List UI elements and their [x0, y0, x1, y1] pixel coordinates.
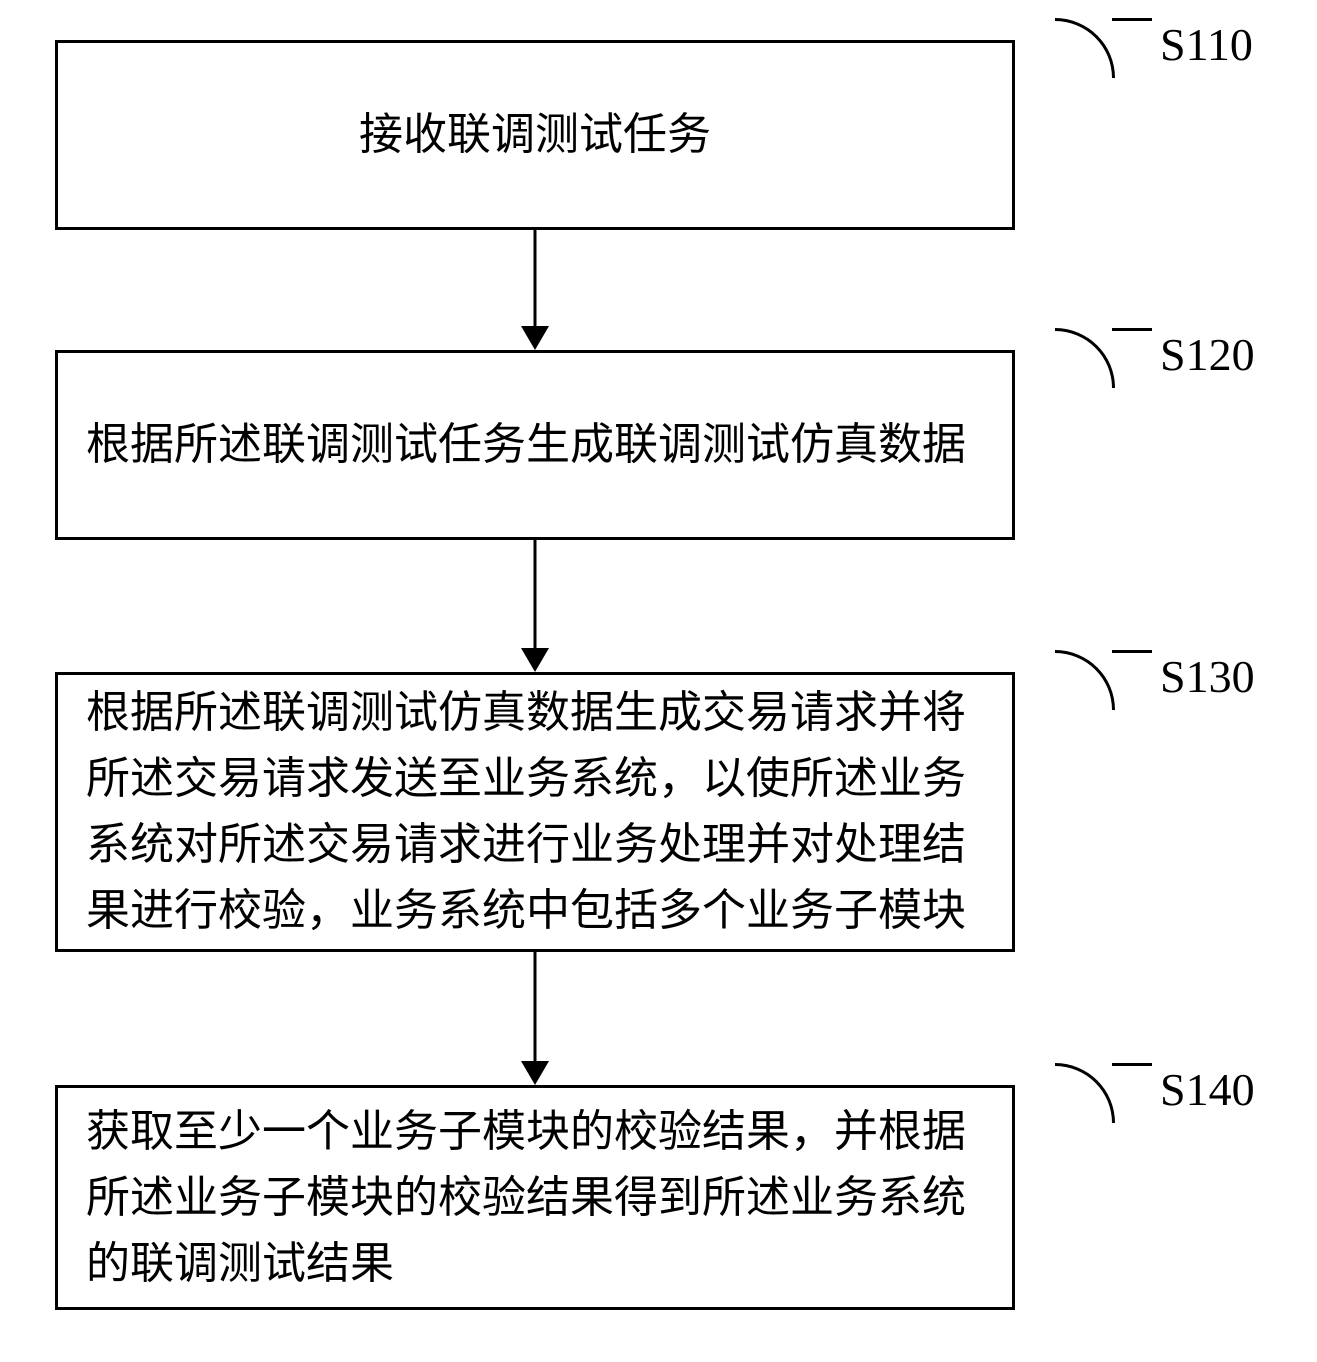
step-s120-leader-curve [1055, 328, 1115, 388]
step-s110-text: 接收联调测试任务 [86, 102, 984, 168]
step-s110-leader-curve [1055, 18, 1115, 78]
arrow-s130-s140 [535, 952, 536, 1085]
step-s140-text: 获取至少一个业务子模块的校验结果，并根据所述业务子模块的校验结果得到所述业务系统… [86, 1099, 984, 1297]
step-s140-leader-line [1112, 1063, 1152, 1066]
step-s110-box: 接收联调测试任务 [55, 40, 1015, 230]
step-s130-leader-line [1112, 650, 1152, 653]
step-s120-label: S120 [1160, 328, 1255, 381]
step-s110-label: S110 [1160, 18, 1253, 71]
step-s140-label: S140 [1160, 1063, 1255, 1116]
step-s120-text: 根据所述联调测试任务生成联调测试仿真数据 [86, 412, 984, 478]
flowchart-container: 接收联调测试任务 S110 根据所述联调测试任务生成联调测试仿真数据 S120 … [0, 0, 1317, 1362]
step-s140-box: 获取至少一个业务子模块的校验结果，并根据所述业务子模块的校验结果得到所述业务系统… [55, 1085, 1015, 1310]
step-s130-box: 根据所述联调测试仿真数据生成交易请求并将所述交易请求发送至业务系统，以使所述业务… [55, 672, 1015, 952]
step-s140-leader-curve [1055, 1063, 1115, 1123]
step-s130-label: S130 [1160, 650, 1255, 703]
step-s120-leader-line [1112, 328, 1152, 331]
arrow-s110-s120 [535, 230, 536, 350]
step-s130-leader-curve [1055, 650, 1115, 710]
step-s110-leader-line [1112, 18, 1152, 21]
arrow-s120-s130 [535, 540, 536, 672]
step-s120-box: 根据所述联调测试任务生成联调测试仿真数据 [55, 350, 1015, 540]
step-s130-text: 根据所述联调测试仿真数据生成交易请求并将所述交易请求发送至业务系统，以使所述业务… [86, 680, 984, 944]
